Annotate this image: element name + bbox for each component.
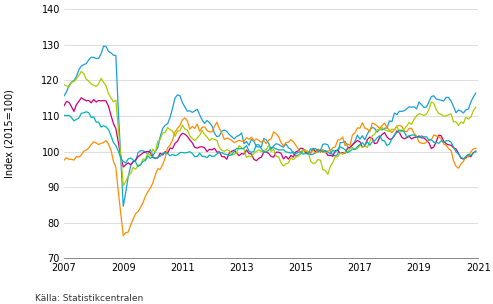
Finland xyxy=(103,44,109,48)
Tyskland xyxy=(182,116,188,120)
Sverige xyxy=(308,159,314,163)
Frankrike xyxy=(78,96,84,100)
Tyskland xyxy=(394,124,400,128)
Sverige xyxy=(394,125,400,128)
Frankrike xyxy=(120,165,126,169)
Line: Frankrike: Frankrike xyxy=(64,98,476,167)
Line: Sverige: Sverige xyxy=(64,71,476,186)
Line: Storbritannien: Storbritannien xyxy=(64,112,476,167)
Finland xyxy=(300,148,306,151)
Finland xyxy=(184,109,190,113)
Line: Finland: Finland xyxy=(64,46,476,206)
Tyskland xyxy=(308,151,314,155)
Storbritannien xyxy=(300,152,306,156)
Sverige xyxy=(61,83,67,87)
Tyskland xyxy=(120,234,126,237)
Finland xyxy=(120,205,126,208)
Storbritannien xyxy=(473,149,479,153)
Finland xyxy=(473,92,479,95)
Storbritannien xyxy=(207,153,212,157)
Sverige xyxy=(120,184,126,188)
Tyskland xyxy=(138,206,143,209)
Frankrike xyxy=(473,150,479,153)
Finland xyxy=(207,121,212,125)
Frankrike xyxy=(394,129,400,133)
Sverige xyxy=(78,70,84,73)
Text: Källa: Statistikcentralen: Källa: Statistikcentralen xyxy=(35,294,143,303)
Storbritannien xyxy=(83,110,89,114)
Sverige xyxy=(207,139,212,142)
Line: Tyskland: Tyskland xyxy=(64,118,476,236)
Storbritannien xyxy=(135,165,141,168)
Storbritannien xyxy=(140,160,146,163)
Sverige xyxy=(473,105,479,109)
Tyskland xyxy=(61,158,67,162)
Tyskland xyxy=(184,119,190,123)
Sverige xyxy=(184,128,190,132)
Tyskland xyxy=(207,130,212,134)
Finland xyxy=(394,113,400,116)
Tyskland xyxy=(473,147,479,150)
Tyskland xyxy=(300,149,306,152)
Y-axis label: Index (2015=100): Index (2015=100) xyxy=(4,89,14,178)
Sverige xyxy=(300,148,306,152)
Sverige xyxy=(140,157,146,161)
Storbritannien xyxy=(184,150,190,154)
Frankrike xyxy=(300,147,306,150)
Storbritannien xyxy=(61,114,67,117)
Frankrike xyxy=(184,135,190,138)
Storbritannien xyxy=(394,131,400,134)
Frankrike xyxy=(207,147,212,151)
Frankrike xyxy=(140,151,146,155)
Frankrike xyxy=(308,151,314,155)
Finland xyxy=(308,153,314,157)
Finland xyxy=(140,149,146,153)
Finland xyxy=(61,94,67,98)
Frankrike xyxy=(61,104,67,107)
Storbritannien xyxy=(308,147,314,151)
